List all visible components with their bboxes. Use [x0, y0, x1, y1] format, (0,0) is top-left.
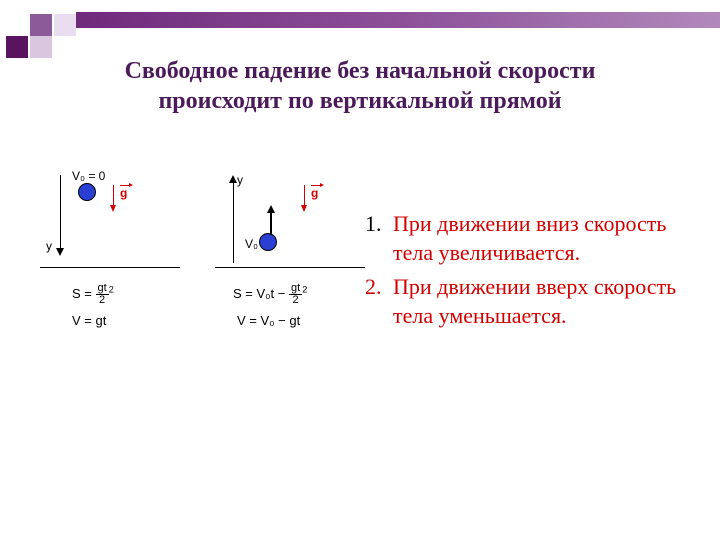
list-item: 1. При движении вниз скорость тела увели…	[365, 210, 700, 267]
diagram-area: y V₀ = 0 g S = gt 2 2 V = gt y	[40, 175, 350, 375]
top-stripe	[76, 12, 720, 28]
y-axis-arrow	[56, 248, 64, 256]
formula-s: S = gt 2 2	[72, 283, 114, 306]
page-title: Свободное падение без начальной скорости…	[0, 56, 720, 116]
title-line-1: Свободное падение без начальной скорости	[0, 56, 720, 86]
g-label: g	[120, 186, 127, 200]
list-number: 1.	[365, 210, 393, 267]
formula-s-exp: 2	[109, 285, 114, 295]
list-text: При движении вниз скорость тела увеличив…	[393, 210, 700, 267]
deco-square	[30, 14, 52, 36]
ground-line	[40, 267, 180, 268]
formula-s-prefix: S = V₀t −	[233, 286, 285, 301]
deco-square	[30, 36, 52, 58]
formula-v: V = V₀ − gt	[237, 313, 300, 328]
title-line-2: происходит по вертикальной прямой	[0, 86, 720, 116]
deco-square	[54, 14, 76, 36]
list-item: 2. При движении вверх скорость тела умен…	[365, 273, 700, 330]
formula-v: V = gt	[72, 313, 106, 328]
list-text: При движении вверх скорость тела уменьша…	[393, 273, 700, 330]
y-axis	[60, 175, 61, 250]
ball-icon	[259, 233, 277, 251]
formula-s-prefix: S =	[72, 286, 92, 301]
formula-s-fraction: gt 2	[289, 283, 302, 306]
list-number: 2.	[365, 273, 393, 330]
v0-label: V₀	[245, 237, 258, 251]
y-label: y	[237, 173, 243, 187]
ball-icon	[78, 183, 96, 201]
g-label: g	[311, 186, 318, 200]
y-label: y	[46, 239, 52, 253]
v0-label: V₀ = 0	[72, 169, 105, 183]
formula-s-fraction: gt 2	[96, 283, 109, 306]
y-axis-arrow	[229, 175, 237, 183]
formula-s-exp: 2	[302, 285, 307, 295]
y-axis	[233, 181, 234, 263]
ground-line	[215, 267, 365, 268]
statements-list: 1. При движении вниз скорость тела увели…	[365, 210, 700, 336]
formula-s: S = V₀t − gt 2 2	[233, 283, 307, 306]
deco-square	[6, 36, 28, 58]
